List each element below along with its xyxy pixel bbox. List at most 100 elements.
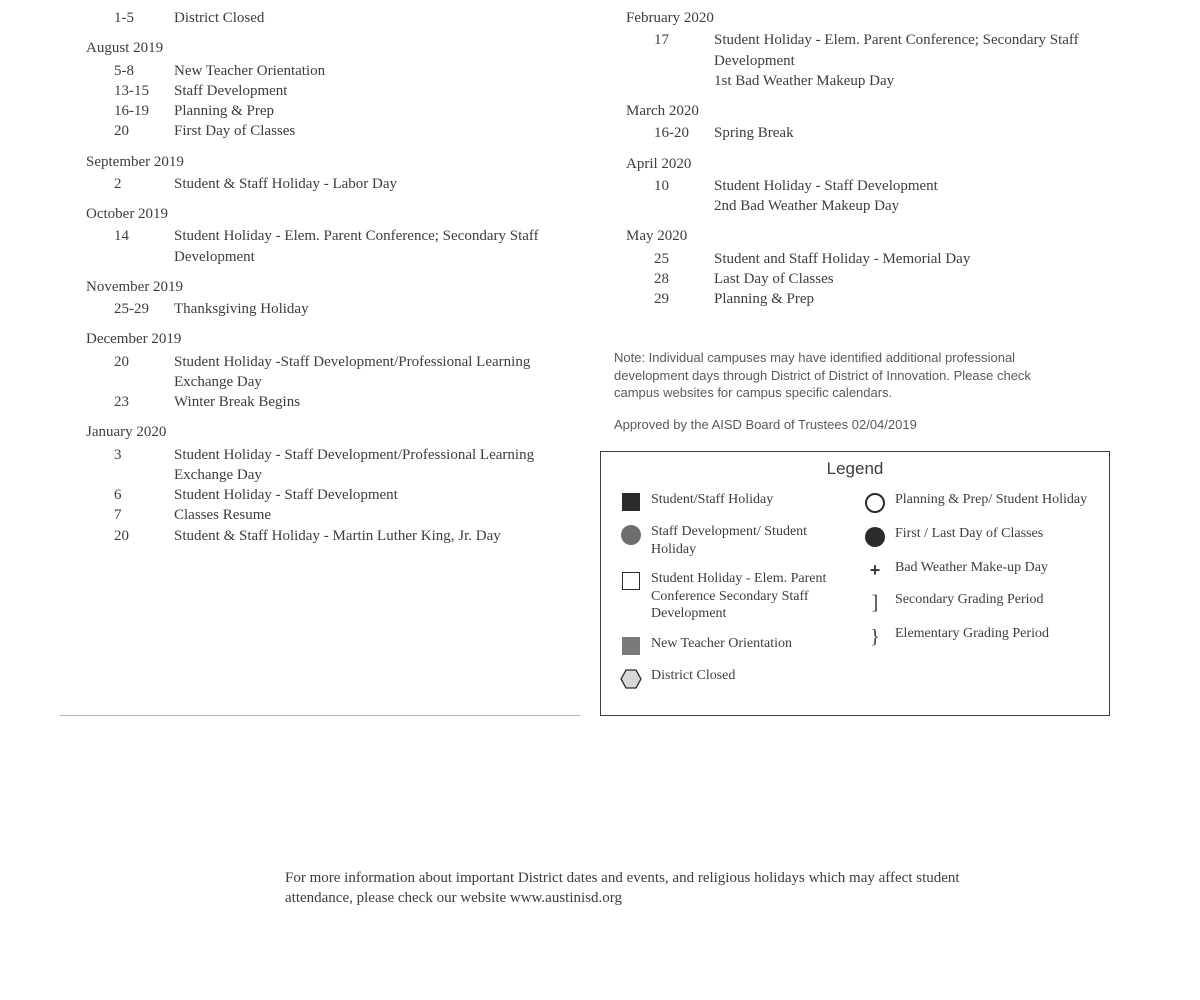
legend-item: Student/Staff Holiday — [611, 491, 855, 511]
event-desc: Student Holiday - Elem. Parent Conferenc… — [174, 226, 580, 267]
legend-label: First / Last Day of Classes — [895, 525, 1049, 543]
month-title: May 2020 — [626, 226, 1120, 246]
event-row: 23Winter Break Begins — [114, 392, 580, 412]
event-row: 13-15Staff Development — [114, 81, 580, 101]
right-column: February 202017Student Holiday - Elem. P… — [600, 8, 1120, 716]
legend-item: New Teacher Orientation — [611, 635, 855, 655]
event-date: 20 — [114, 526, 174, 546]
event-date: 13-15 — [114, 81, 174, 101]
legend-label: Student/Staff Holiday — [651, 491, 779, 509]
month-block: September 20192Student & Staff Holiday -… — [60, 152, 580, 195]
legend-label: Planning & Prep/ Student Holiday — [895, 491, 1093, 509]
month-title: August 2019 — [86, 38, 580, 58]
legend-title: Legend — [611, 458, 1099, 481]
event-date: 20 — [114, 121, 174, 141]
month-block: April 202010Student Holiday - Staff Deve… — [600, 154, 1120, 217]
approved-text: Approved by the AISD Board of Trustees 0… — [614, 416, 1120, 434]
left-column: 1-5 District Closed August 2019 5-8New Te… — [60, 8, 580, 716]
month-title: September 2019 — [86, 152, 580, 172]
legend-item: Staff Development/ Student Holiday — [611, 523, 855, 558]
event-desc: Planning & Prep — [174, 101, 580, 121]
event-desc: Last Day of Classes — [714, 269, 1120, 289]
legend-label: New Teacher Orientation — [651, 635, 798, 653]
event-date: 14 — [114, 226, 174, 267]
black-circ-icon — [855, 525, 895, 547]
event-date: 6 — [114, 485, 174, 505]
event-date: 25 — [654, 249, 714, 269]
legend-item: }Elementary Grading Period — [855, 625, 1099, 647]
footer-text: For more information about important Dis… — [285, 868, 965, 909]
legend-label: Student Holiday - Elem. Parent Conferenc… — [651, 570, 855, 623]
event-desc: Classes Resume — [174, 505, 580, 525]
event-date: 23 — [114, 392, 174, 412]
event-row: 25Student and Staff Holiday - Memorial D… — [654, 249, 1120, 269]
legend-columns: Student/Staff Holiday Staff Development/ … — [611, 485, 1099, 701]
month-title: April 2020 — [626, 154, 1120, 174]
legend-label: Elementary Grading Period — [895, 625, 1055, 643]
event-row: 28Last Day of Classes — [654, 269, 1120, 289]
month-title: March 2020 — [626, 101, 1120, 121]
month-title: October 2019 — [86, 204, 580, 224]
event-desc: Student Holiday - Staff Development — [714, 176, 1120, 196]
event-row: 2nd Bad Weather Makeup Day — [654, 196, 1120, 216]
legend-item: Student Holiday - Elem. Parent Conferenc… — [611, 570, 855, 623]
event-date: 16-19 — [114, 101, 174, 121]
month-title: January 2020 — [86, 422, 580, 442]
two-column-layout: 1-5 District Closed August 20195-8New Te… — [0, 0, 1200, 716]
event-date: 7 — [114, 505, 174, 525]
event-date: 5-8 — [114, 61, 174, 81]
event-desc: New Teacher Orientation — [174, 61, 580, 81]
event-desc: 1st Bad Weather Makeup Day — [714, 71, 1120, 91]
calendar-page: 1-5 District Closed August 20195-8New Te… — [0, 0, 1200, 1000]
event-desc: Thanksgiving Holiday — [174, 299, 580, 319]
event-row: 10Student Holiday - Staff Development — [654, 176, 1120, 196]
legend-box: Legend Student/Staff Holiday Staff Develo… — [600, 451, 1110, 715]
gray-circ-icon — [611, 523, 651, 545]
event-row: 3Student Holiday - Staff Development/Pro… — [114, 445, 580, 486]
event-date: 17 — [654, 30, 714, 71]
month-block: February 202017Student Holiday - Elem. P… — [600, 8, 1120, 91]
event-desc: First Day of Classes — [174, 121, 580, 141]
event-row: 20First Day of Classes — [114, 121, 580, 141]
legend-item: +Bad Weather Make-up Day — [855, 559, 1099, 579]
event-date: 2 — [114, 174, 174, 194]
event-date: 20 — [114, 352, 174, 393]
event-desc: Staff Development — [174, 81, 580, 101]
month-title: November 2019 — [86, 277, 580, 297]
event-date: 10 — [654, 176, 714, 196]
event-desc: 2nd Bad Weather Makeup Day — [714, 196, 1120, 216]
event-desc: Spring Break — [714, 123, 1120, 143]
event-desc: Student & Staff Holiday - Martin Luther … — [174, 526, 580, 546]
event-desc: Student and Staff Holiday - Memorial Day — [714, 249, 1120, 269]
orphan-event-block: 1-5 District Closed — [60, 8, 580, 28]
month-block: October 201914Student Holiday - Elem. Pa… — [60, 204, 580, 267]
event-row: 14Student Holiday - Elem. Parent Confere… — [114, 226, 580, 267]
legend-item: District Closed — [611, 667, 855, 689]
event-row: 20Student Holiday -Staff Development/Pro… — [114, 352, 580, 393]
month-block: March 202016-20Spring Break — [600, 101, 1120, 144]
event-date: 1-5 — [114, 8, 174, 28]
open-circ-icon — [855, 491, 895, 513]
month-block: November 201925-29Thanksgiving Holiday — [60, 277, 580, 320]
legend-label: Staff Development/ Student Holiday — [651, 523, 855, 558]
month-block: May 2020 25Student and Staff Holiday - Me… — [600, 226, 1120, 309]
legend-right-col: Planning & Prep/ Student Holiday First / … — [855, 485, 1099, 701]
event-row: 6Student Holiday - Staff Development — [114, 485, 580, 505]
legend-label: District Closed — [651, 667, 741, 685]
event-row: 7Classes Resume — [114, 505, 580, 525]
event-date: 16-20 — [654, 123, 714, 143]
event-desc: Student & Staff Holiday - Labor Day — [174, 174, 580, 194]
event-desc: Student Holiday - Staff Development — [174, 485, 580, 505]
legend-label: Secondary Grading Period — [895, 591, 1050, 609]
month-title: February 2020 — [626, 8, 1120, 28]
event-row: 1st Bad Weather Makeup Day — [654, 71, 1120, 91]
note-text: Note: Individual campuses may have ident… — [614, 349, 1034, 402]
bracket-icon: ] — [855, 591, 895, 613]
event-row: 29Planning & Prep — [654, 289, 1120, 309]
black-sq-icon — [611, 491, 651, 511]
event-row: 2Student & Staff Holiday - Labor Day — [114, 174, 580, 194]
month-title: December 2019 — [86, 329, 580, 349]
event-date — [654, 71, 714, 91]
event-desc: Student Holiday - Elem. Parent Conferenc… — [714, 30, 1120, 71]
legend-item: First / Last Day of Classes — [855, 525, 1099, 547]
